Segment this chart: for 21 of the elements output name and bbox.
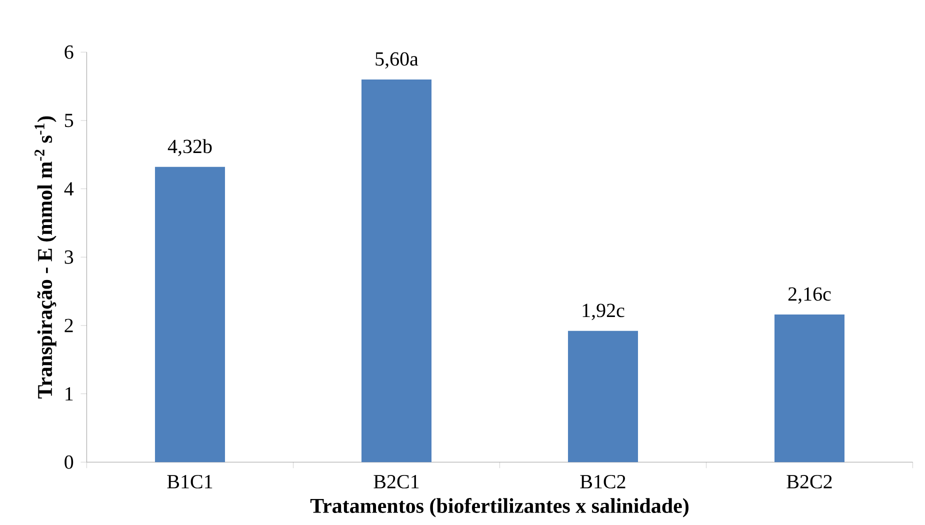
y-tick-label: 5 [65, 114, 74, 128]
x-tick-label: B1C1 [167, 475, 212, 488]
data-label: 1,92c [582, 304, 624, 320]
y-tick-label: 4 [64, 182, 74, 196]
x-tick-label: B1C2 [580, 475, 626, 488]
y-axis-title: Transpiração - E (mmol m$^{-2}$ s$^{-1}$) [34, 116, 56, 399]
y-tick-label: 6 [64, 45, 74, 59]
bar [568, 330, 638, 462]
x-tick-label: B2C1 [374, 475, 419, 488]
y-tick-label: 1 [66, 387, 73, 400]
bar [774, 314, 844, 462]
y-tick-label: 2 [64, 318, 73, 332]
x-axis-title: Tratamentos (biofertilizantes x salinidade) [310, 498, 688, 518]
y-tick-label: 0 [64, 455, 74, 469]
data-label: 2,16c [788, 287, 831, 304]
bar [154, 166, 225, 462]
x-tick-label: B2C2 [786, 475, 832, 488]
bar [361, 79, 432, 462]
data-label: 5,60a [376, 52, 418, 69]
y-tick-label: 3 [64, 250, 74, 264]
data-label: 4,32b [168, 139, 212, 156]
